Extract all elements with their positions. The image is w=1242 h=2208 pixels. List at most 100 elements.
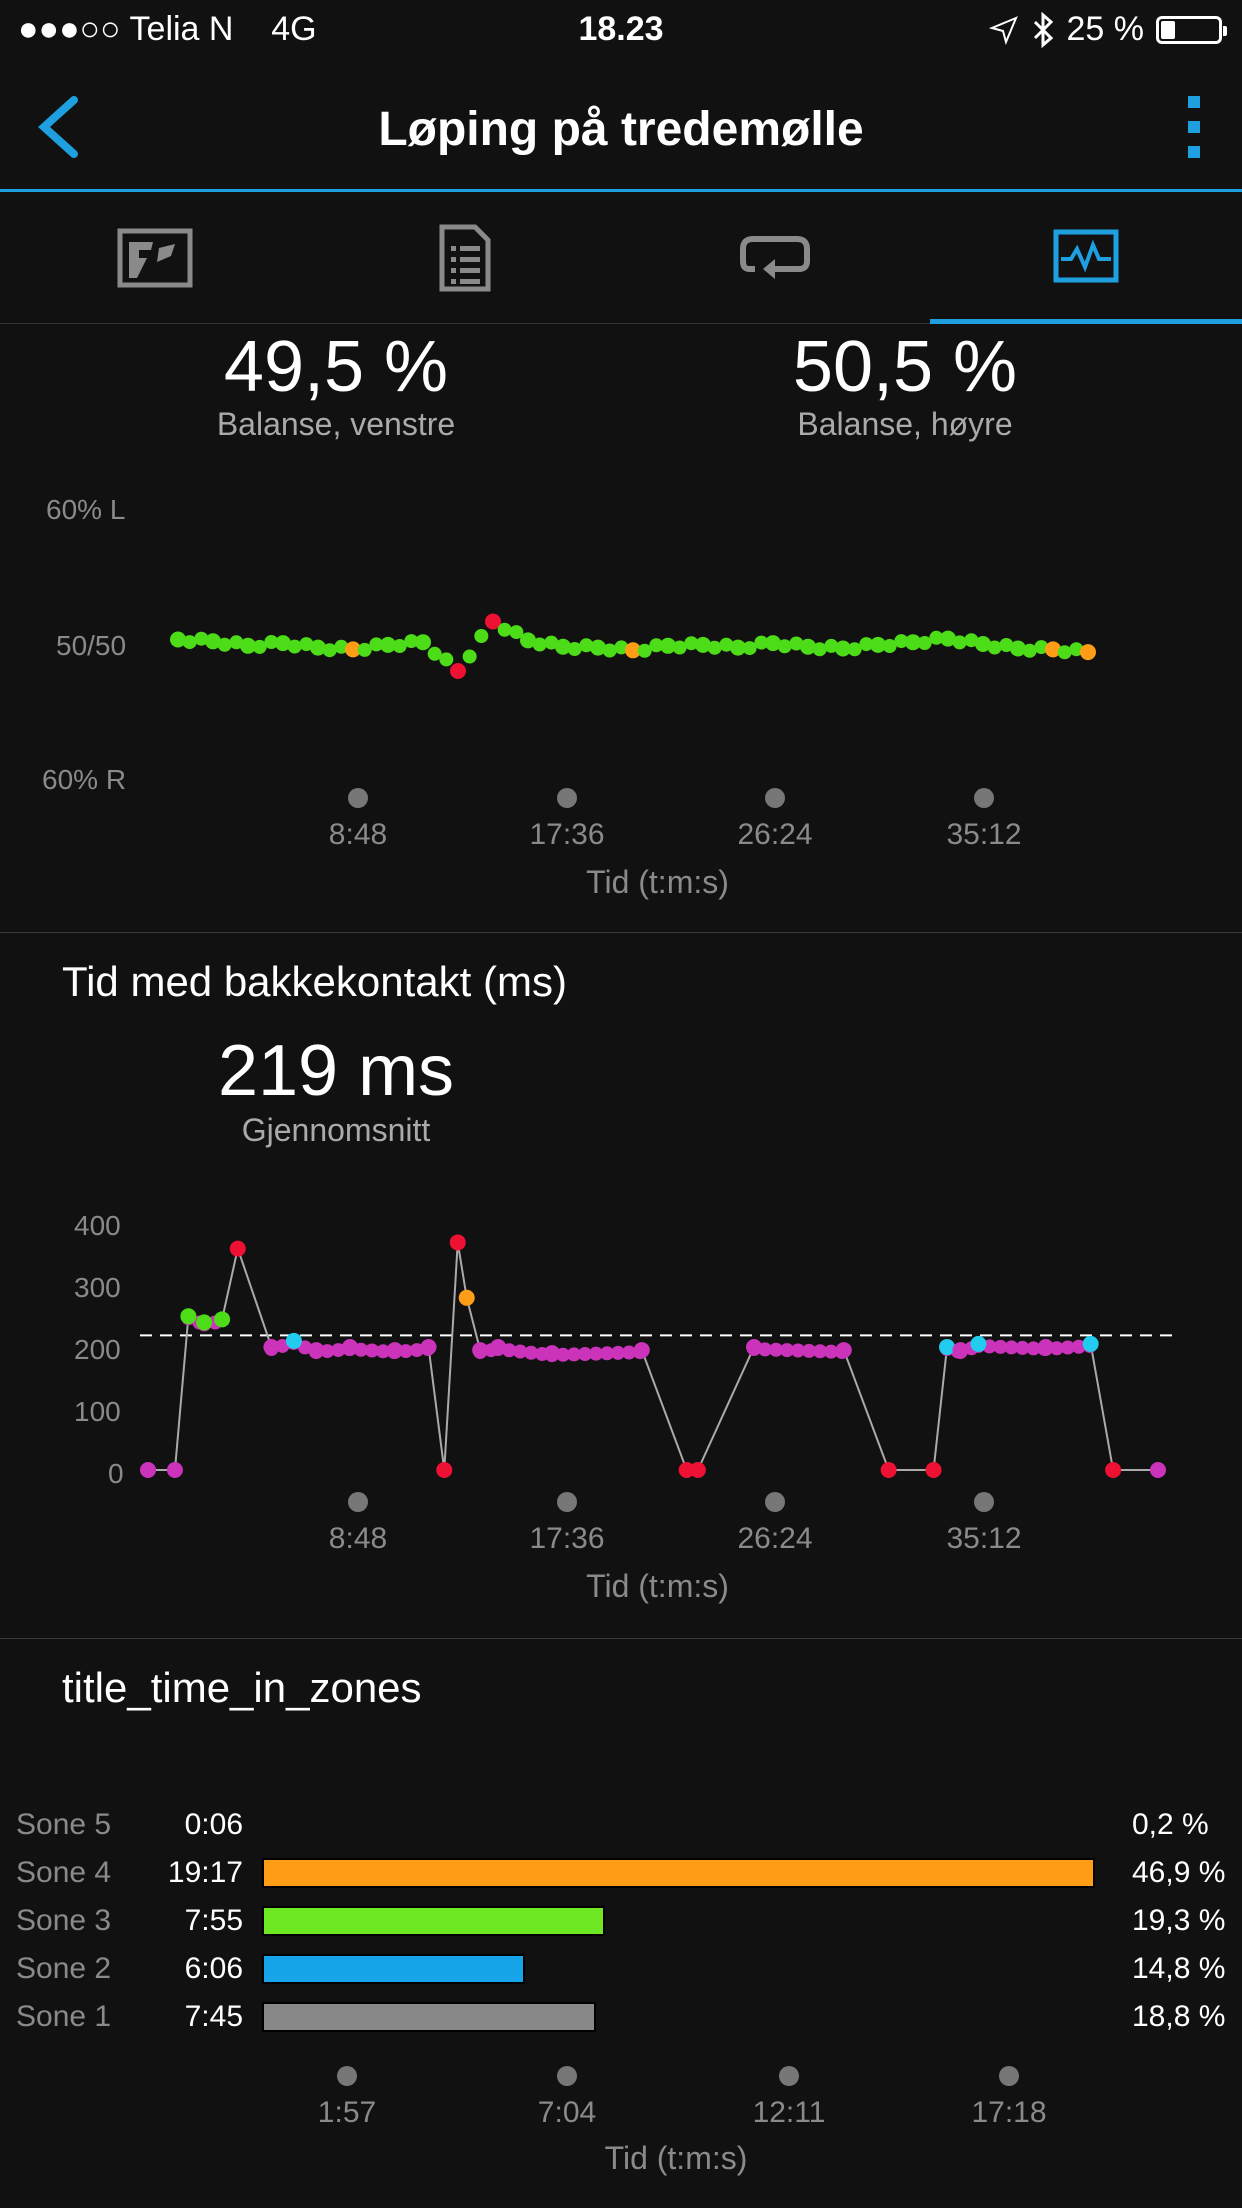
balance-point <box>929 630 944 645</box>
balance-point <box>345 641 361 658</box>
gc-point <box>769 1342 783 1357</box>
gc-point <box>524 1345 539 1360</box>
balance-point <box>695 636 711 653</box>
zone-x-tick-1: 1:57 <box>317 2096 377 2129</box>
balance-point <box>439 652 454 667</box>
gc-point <box>214 1311 231 1328</box>
time-tick-2: 17:36 <box>529 1522 605 1555</box>
balance-point <box>532 637 547 652</box>
network-type: 4G <box>271 10 317 48</box>
gc-point <box>835 1342 852 1359</box>
tick-dot <box>765 788 785 808</box>
balance-point <box>334 639 349 654</box>
gc-point <box>678 1462 695 1478</box>
zones-title: title_time_in_zones <box>62 1664 422 1711</box>
gc-point <box>409 1343 424 1358</box>
balance-point <box>357 642 372 657</box>
balance-point <box>299 637 314 652</box>
time-tick-4: 35:12 <box>946 1522 1022 1555</box>
gc-y-tick-400: 400 <box>74 1210 121 1241</box>
balance-point <box>742 641 757 656</box>
zone-label: Sone 3 <box>16 1904 112 1937</box>
tab-laps[interactable] <box>620 192 930 324</box>
gc-point <box>939 1339 956 1355</box>
page-title: Løping på tredemølle <box>378 103 864 156</box>
gc-point <box>1015 1340 1030 1355</box>
gc-point <box>746 1339 762 1355</box>
balance-point <box>812 642 827 657</box>
gc-point <box>880 1462 897 1478</box>
section-divider <box>0 1638 1242 1639</box>
gc-point <box>544 1345 560 1362</box>
balance-point <box>544 635 559 650</box>
battery-percent: 25 % <box>1066 10 1145 48</box>
gc-point <box>925 1462 942 1478</box>
gc-point <box>166 1462 183 1478</box>
zone-time: 19:17 <box>167 1856 243 1889</box>
gc-point <box>308 1342 325 1359</box>
balance-point <box>625 642 641 659</box>
time-tick-2: 17:36 <box>529 818 605 851</box>
gc-y-tick-100: 100 <box>74 1396 121 1427</box>
gc-point <box>263 1339 280 1355</box>
gc-point <box>633 1342 650 1359</box>
time-tick-3: 26:24 <box>737 818 813 851</box>
balance-point <box>1080 644 1096 661</box>
balance-point <box>520 632 536 649</box>
balance-point <box>975 636 991 652</box>
zone-label: Sone 5 <box>16 1808 112 1841</box>
zone-bar <box>262 1858 1095 1888</box>
zones-time-axis: 1:57 7:04 12:11 17:18 Tid (t:m:s) <box>0 2058 1242 2188</box>
tab-map[interactable] <box>0 192 310 324</box>
balance-point <box>264 635 279 649</box>
tick-dot <box>557 1492 577 1512</box>
balance-point <box>684 636 699 651</box>
balance-point <box>1010 640 1026 657</box>
gc-point <box>1082 1335 1099 1352</box>
gc-point <box>1037 1339 1054 1355</box>
tab-details[interactable] <box>310 192 620 324</box>
balance-point <box>730 639 746 656</box>
gc-point <box>970 1335 987 1352</box>
time-tick-1: 8:48 <box>328 1522 388 1555</box>
document-icon <box>439 224 491 292</box>
tick-dot <box>999 2066 1019 2086</box>
clock: 18.23 <box>578 10 664 48</box>
tab-charts[interactable] <box>930 192 1242 324</box>
section-divider <box>0 932 1242 933</box>
gc-point <box>386 1342 403 1359</box>
gc-point <box>824 1344 838 1359</box>
balance-point <box>859 637 874 652</box>
gc-y-tick-200: 200 <box>74 1334 121 1365</box>
battery-icon <box>1156 15 1227 44</box>
zone-percent: 0,2 % <box>1132 1808 1209 1841</box>
balance-point <box>964 633 979 648</box>
back-chevron-icon[interactable] <box>30 92 90 162</box>
ground-contact-value-label: Gjennomsnitt <box>241 1112 431 1148</box>
bluetooth-icon <box>1033 11 1053 48</box>
balance-point <box>1057 645 1072 660</box>
gc-point <box>458 1289 475 1306</box>
balance-point <box>999 638 1014 652</box>
gc-point <box>140 1462 156 1478</box>
gc-point <box>342 1339 358 1355</box>
balance-point <box>952 635 967 650</box>
gc-point <box>331 1343 346 1358</box>
balance-point <box>824 638 839 653</box>
balance-y-label-left: 60% L <box>46 494 126 525</box>
balance-point <box>462 649 477 664</box>
chart-icon <box>1053 229 1119 282</box>
gc-y-tick-0: 0 <box>108 1458 124 1489</box>
zone-time: 6:06 <box>184 1952 243 1985</box>
zone-bar <box>262 2002 596 2032</box>
tick-dot <box>974 1492 994 1512</box>
status-right: 25 % <box>988 10 1227 49</box>
balance-point <box>287 639 302 654</box>
gc-point <box>1060 1340 1075 1355</box>
balance-point <box>450 663 466 679</box>
more-options-icon[interactable] <box>1186 94 1202 160</box>
ground-contact-line <box>148 1242 1158 1471</box>
balance-point <box>882 639 897 653</box>
gc-point <box>567 1347 581 1362</box>
balance-point <box>765 635 781 652</box>
